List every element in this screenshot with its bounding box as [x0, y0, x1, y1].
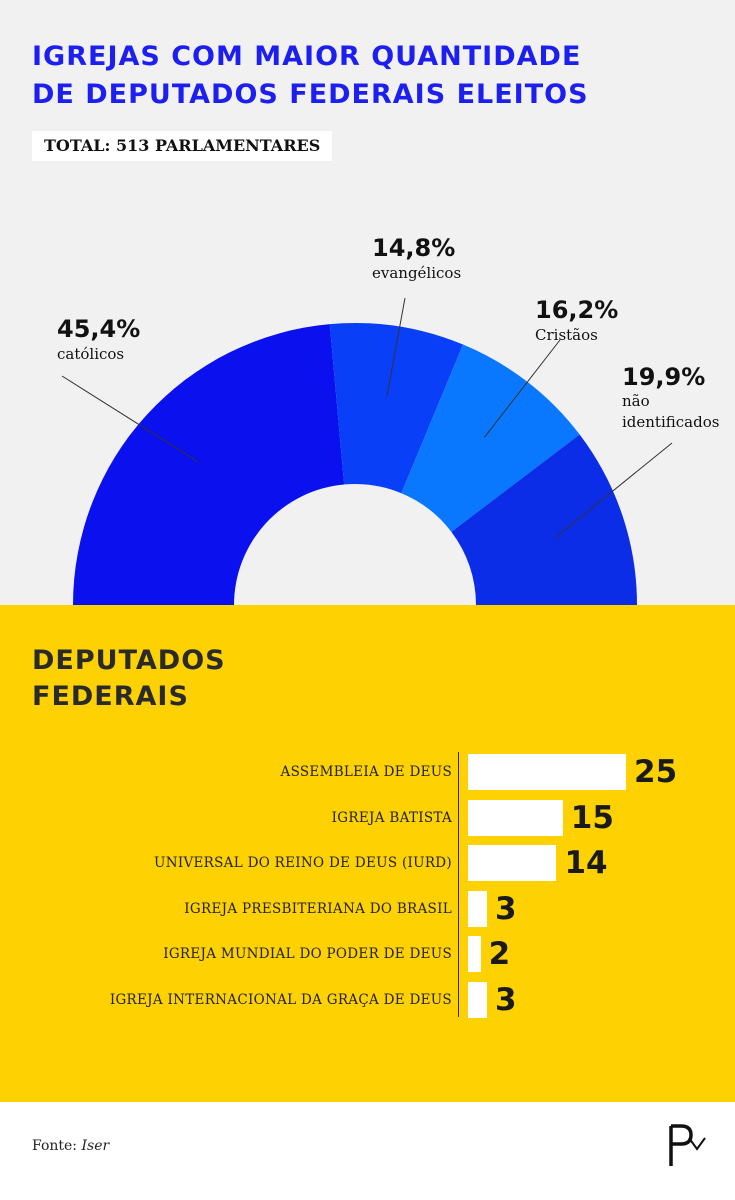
section-title-line-2: FEDERAIS	[32, 681, 189, 712]
slice-label-cristaos: 16,2% Cristãos	[535, 296, 618, 346]
donut-chart	[61, 297, 673, 605]
leader-line-evangelicos	[386, 297, 406, 397]
bar-category-label: ASSEMBLEIA DE DEUS	[280, 764, 452, 780]
bar-section-title: DEPUTADOS FEDERAIS	[32, 643, 226, 715]
donut-slice-nao-identificados	[451, 434, 637, 605]
bar-row: UNIVERSAL DO REINO DE DEUS (IURD) 14	[0, 843, 735, 883]
bar-row: IGREJA MUNDIAL DO PODER DE DEUS 2	[0, 934, 735, 974]
bar-category-label: IGREJA INTERNACIONAL DA GRAÇA DE DEUS	[109, 992, 452, 1008]
leader-line-catolicos	[61, 375, 200, 463]
title-line-1: IGREJAS COM MAIOR QUANTIDADE	[32, 41, 582, 72]
bar-value-label: 2	[488, 936, 511, 972]
slice-percent-nao-identificados: 19,9%	[622, 363, 706, 391]
leader-line-cristaos	[483, 339, 561, 438]
bar-section: DEPUTADOS FEDERAIS ASSEMBLEIA DE DEUS 25 I…	[0, 605, 735, 1102]
slice-percent-evangelicos: 14,8%	[372, 234, 456, 262]
bar-category-label: IGREJA PRESBITERIANA DO BRASIL	[184, 901, 452, 917]
bar-category-label: UNIVERSAL DO REINO DE DEUS (IURD)	[154, 855, 452, 871]
bar-row: ASSEMBLEIA DE DEUS 25	[0, 752, 735, 792]
total-badge: TOTAL: 513 PARLAMENTARES	[32, 131, 333, 161]
bar-value-label: 25	[634, 754, 678, 790]
slice-label-nao-identificados: 19,9% não identificados	[622, 363, 732, 433]
bar	[468, 800, 563, 836]
bar	[468, 891, 487, 927]
slice-label-evangelicos: 14,8% evangélicos	[372, 234, 461, 284]
P-logo-icon	[669, 1124, 706, 1166]
slice-label-catolicos: 45,4% católicos	[57, 315, 140, 365]
leader-line-nao-identificados	[555, 442, 673, 538]
bar-value-label: 14	[564, 845, 608, 881]
source-label: Fonte:	[32, 1138, 78, 1154]
slice-category-nao-identificados: não identificados	[622, 392, 720, 431]
bar	[468, 754, 626, 790]
donut-slice-evangelicos	[329, 323, 464, 494]
bar-value-label: 15	[570, 800, 614, 836]
source-note: Fonte: Iser	[32, 1138, 109, 1154]
slice-category-cristaos: Cristãos	[535, 326, 598, 344]
bar	[468, 982, 487, 1018]
donut-slice-catolicos	[73, 324, 345, 605]
bar-axis-line	[458, 752, 459, 1017]
chart-title: IGREJAS COM MAIOR QUANTIDADE DE DEPUTADO…	[32, 38, 589, 114]
bar-category-label: IGREJA BATISTA	[331, 810, 452, 826]
donut-slice-cristaos	[401, 344, 580, 532]
bar-value-label: 3	[494, 891, 517, 927]
section-title-line-1: DEPUTADOS	[32, 645, 226, 676]
footer: Fonte: Iser	[0, 1102, 735, 1200]
bar-row: IGREJA PRESBITERIANA DO BRASIL 3	[0, 889, 735, 929]
bar-row: IGREJA INTERNACIONAL DA GRAÇA DE DEUS 3	[0, 980, 735, 1020]
bar	[468, 845, 557, 881]
bar	[468, 936, 481, 972]
slice-percent-catolicos: 45,4%	[57, 315, 141, 343]
title-line-2: DE DEPUTADOS FEDERAIS ELEITOS	[32, 79, 589, 110]
bar-value-label: 3	[494, 982, 517, 1018]
slice-category-catolicos: católicos	[57, 345, 125, 363]
bar-row: IGREJA BATISTA 15	[0, 798, 735, 838]
slice-percent-cristaos: 16,2%	[535, 296, 619, 324]
donut-section: IGREJAS COM MAIOR QUANTIDADE DE DEPUTADO…	[32, 38, 732, 605]
bar-category-label: IGREJA MUNDIAL DO PODER DE DEUS	[163, 946, 452, 962]
slice-category-evangelicos: evangélicos	[372, 264, 462, 282]
source-name: Iser	[81, 1138, 110, 1154]
